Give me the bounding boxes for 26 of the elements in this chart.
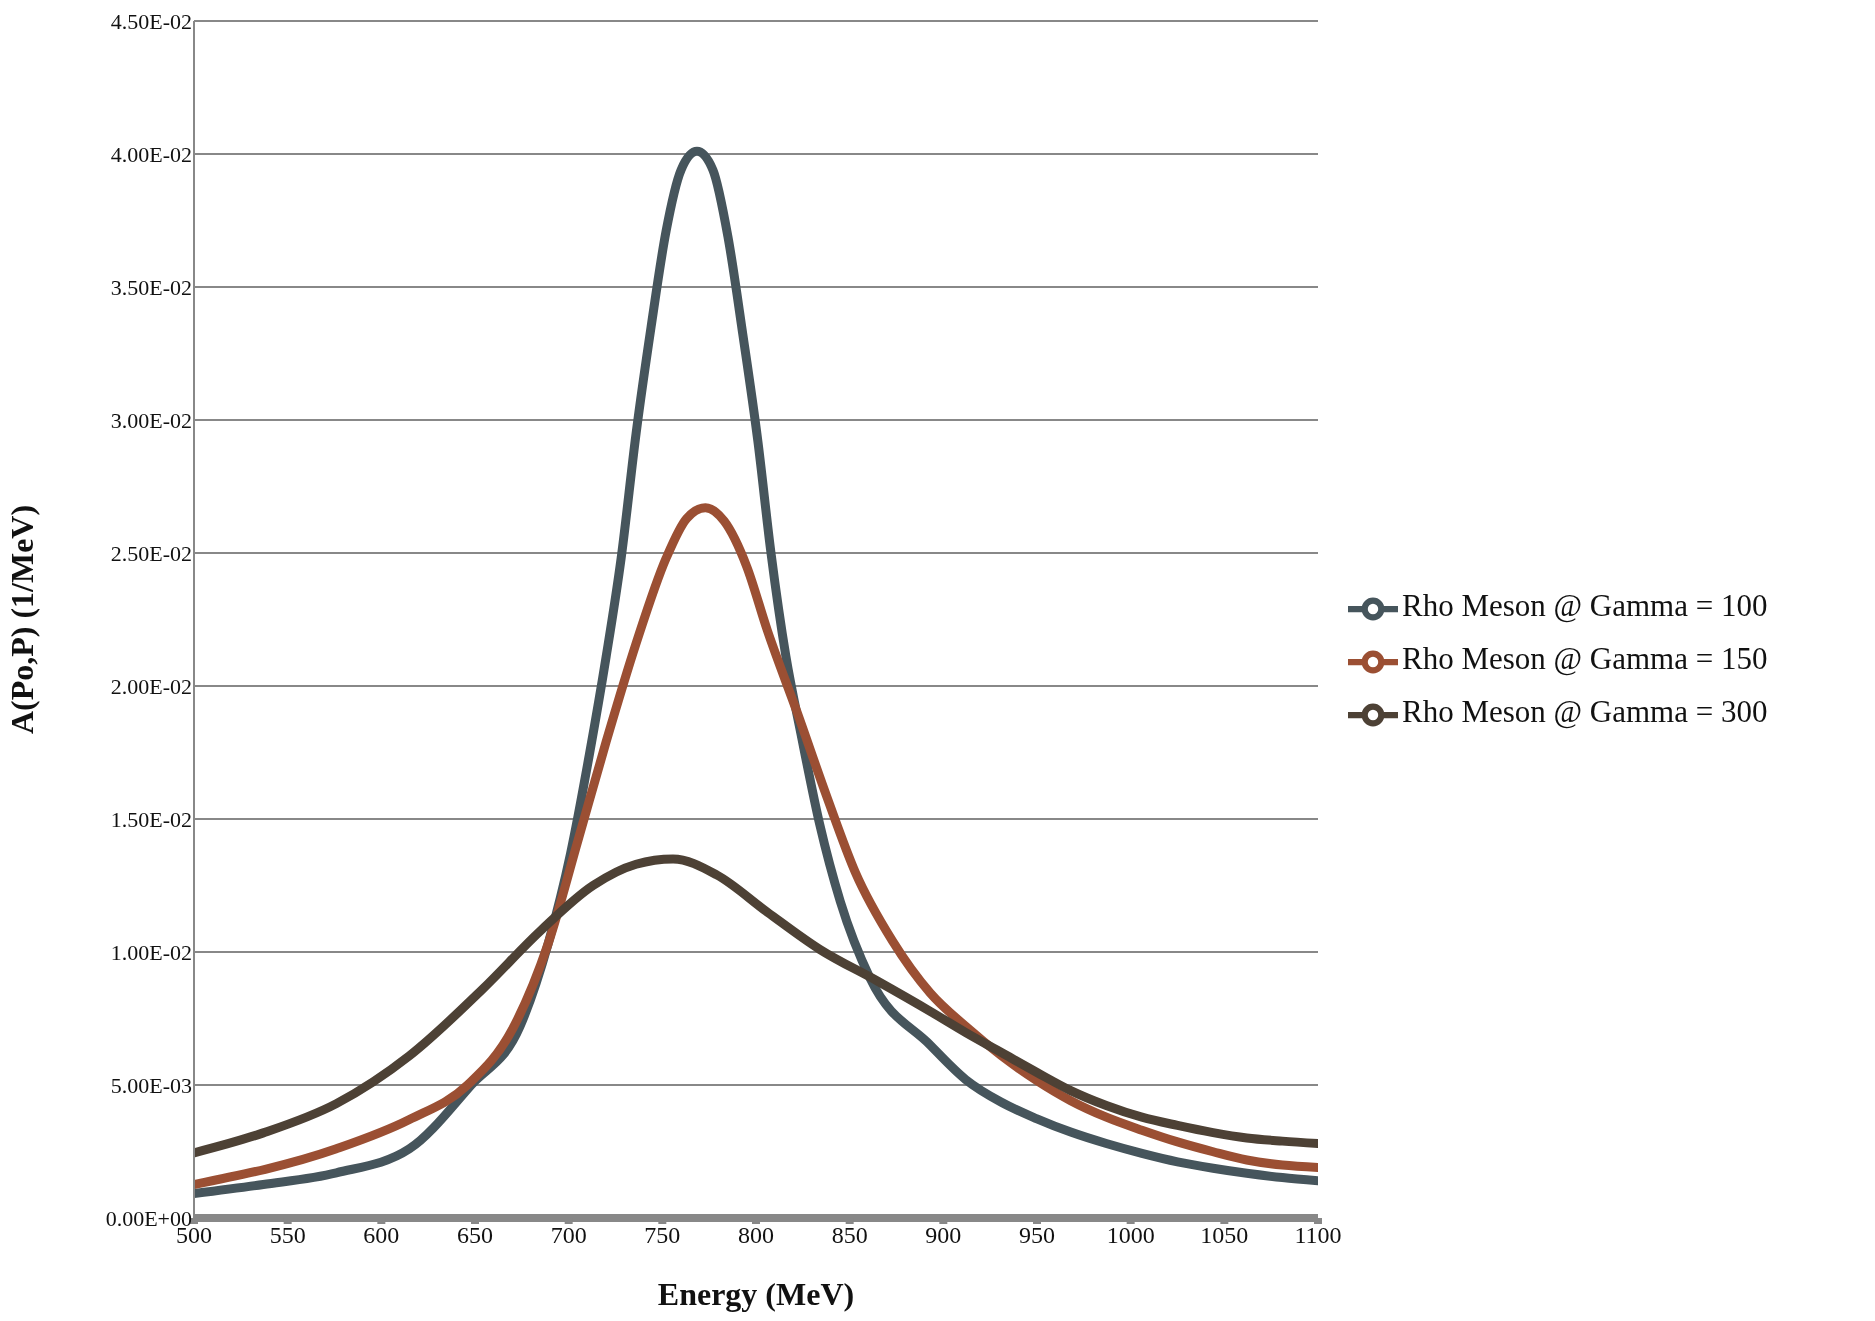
y-tick-label: 3.50E-02 [110, 274, 192, 300]
y-tick-label: 4.50E-02 [110, 8, 192, 34]
x-tick-label: 550 [269, 1222, 306, 1249]
y-tick-label: 2.00E-02 [110, 673, 192, 699]
x-tick-label: 900 [925, 1222, 962, 1249]
x-tick-label: 1100 [1294, 1222, 1342, 1249]
x-tick-label: 650 [457, 1222, 493, 1249]
y-tick-label: 1.50E-02 [110, 806, 192, 832]
legend-label: Rho Meson @ Gamma = 300 [1402, 693, 1768, 729]
y-tick-label: 2.50E-02 [110, 540, 192, 566]
x-axis-title: Energy (MeV) [657, 1276, 855, 1312]
y-tick-label: 3.00E-02 [110, 407, 192, 433]
y-axis-title: A(Po,P) (1/MeV) [4, 504, 41, 735]
y-tick-label: 4.00E-02 [110, 141, 192, 167]
y-tick-label: 1.00E-02 [110, 939, 192, 965]
x-tick-label: 750 [644, 1222, 681, 1249]
y-tick-label: 5.00E-03 [110, 1072, 192, 1098]
x-tick-label: 800 [738, 1222, 774, 1249]
x-tick-label: 1050 [1200, 1222, 1249, 1249]
x-tick-label: 950 [1019, 1222, 1055, 1249]
x-tick-label: 600 [363, 1222, 400, 1249]
x-tick-label: 850 [831, 1222, 868, 1249]
x-tick-label: 700 [550, 1222, 587, 1249]
x-tick-label: 1000 [1106, 1222, 1155, 1249]
legend-label: Rho Meson @ Gamma = 100 [1402, 588, 1768, 624]
legend-label: Rho Meson @ Gamma = 150 [1402, 641, 1768, 677]
